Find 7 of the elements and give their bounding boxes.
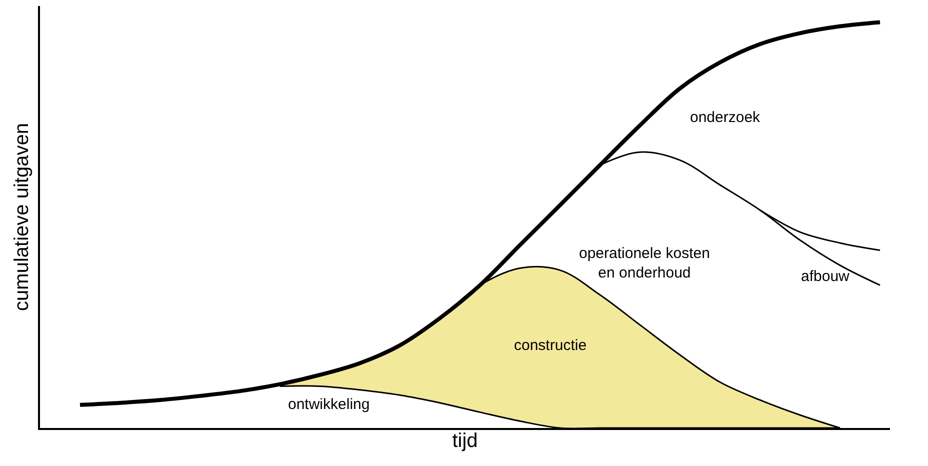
x-axis-title: tijd — [452, 430, 478, 452]
annotation: ontwikkeling — [288, 396, 370, 413]
annotation: afbouw — [801, 268, 850, 285]
y-axis-title: cumulatieve uitgaven — [11, 123, 33, 311]
annotation: constructie — [514, 337, 587, 354]
annotation: operationele kosten en onderhoud — [579, 245, 710, 282]
annotation: onderzoek — [690, 109, 761, 126]
